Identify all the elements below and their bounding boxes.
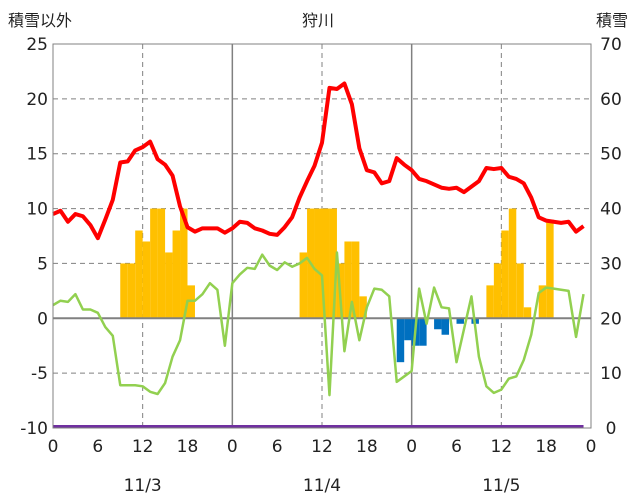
right-tick-label: 20 [600, 309, 622, 329]
right-tick-label: 10 [600, 364, 622, 384]
day-labels: 11/3 11/4 11/5 [124, 476, 521, 496]
plot-frame [52, 43, 592, 429]
bar-positive [165, 252, 173, 319]
left-tick-label: 10 [26, 200, 48, 220]
x-tick-label: 12 [132, 437, 154, 457]
x-tick-label: 6 [451, 437, 462, 457]
left-tick-label: 15 [26, 145, 48, 165]
left-tick-label: -10 [20, 419, 48, 439]
right-tick-label: 40 [600, 200, 622, 220]
day-label: 11/5 [482, 476, 520, 496]
bar-positive [516, 263, 524, 319]
bar-positive [172, 230, 181, 319]
day-label: 11/4 [303, 476, 341, 496]
bar-positive [329, 208, 337, 319]
series-line-red [52, 81, 585, 241]
left-tick-label: 25 [26, 35, 48, 55]
x-tick-label: 6 [92, 437, 103, 457]
x-tick-label: 18 [535, 437, 557, 457]
bar-positive [142, 241, 151, 319]
bar-positive [546, 219, 554, 319]
series-line-green [52, 251, 585, 397]
bar-positive [493, 263, 502, 319]
bar-positive [135, 230, 143, 319]
bar-positive [322, 208, 330, 319]
x-tick-label: 12 [311, 437, 333, 457]
bar-positive [501, 230, 509, 319]
bar-positive [150, 208, 158, 319]
chart-title: 狩川 [302, 11, 334, 30]
bar-positive [180, 208, 188, 319]
bar-negative [434, 318, 442, 330]
left-tick-label: 0 [37, 309, 48, 329]
bar-positive [157, 208, 166, 319]
right-tick-label: 60 [600, 90, 622, 110]
x-tick-label: 0 [406, 437, 417, 457]
bar-positive [344, 241, 352, 319]
right-tick-label: 0 [606, 419, 617, 439]
bar-negative [396, 318, 405, 363]
bar-positive [314, 208, 322, 319]
day-label: 11/3 [124, 476, 162, 496]
x-tick-label: 0 [227, 437, 238, 457]
bar-positive [120, 263, 128, 319]
bars [120, 208, 554, 363]
left-tick-label: 20 [26, 90, 48, 110]
x-tick-label: 0 [48, 437, 59, 457]
right-tick-label: 50 [600, 145, 622, 165]
x-tick-label: 0 [586, 437, 597, 457]
x-tick-labels: 0 6 12 18 0 6 12 18 0 6 12 18 0 [48, 437, 597, 457]
bar-negative [441, 318, 450, 335]
bar-negative [419, 318, 427, 346]
x-tick-label: 18 [177, 437, 199, 457]
bar-positive [538, 285, 547, 319]
bar-positive [508, 208, 517, 319]
bar-positive [359, 296, 367, 319]
left-tick-label: 5 [37, 254, 48, 274]
bar-positive [523, 307, 532, 319]
bar-negative [456, 318, 464, 324]
right-tick-label: 70 [600, 35, 622, 55]
left-tick-labels: 25 20 15 10 5 0 -5 -10 [20, 35, 48, 439]
x-tick-label: 12 [491, 437, 513, 457]
left-tick-label: -5 [31, 364, 48, 384]
bar-negative [404, 318, 412, 341]
right-axis-label: 積雪 [596, 11, 628, 30]
left-axis-label: 積雪以外 [8, 11, 72, 30]
bar-positive [127, 263, 136, 319]
x-tick-label: 18 [356, 437, 378, 457]
right-tick-label: 30 [600, 254, 622, 274]
lines [52, 81, 591, 428]
x-tick-label: 6 [272, 437, 283, 457]
bar-positive [486, 285, 494, 319]
bar-positive [299, 252, 308, 319]
bar-positive [351, 241, 360, 319]
right-tick-labels: 70 60 50 40 30 20 10 0 [600, 35, 622, 439]
